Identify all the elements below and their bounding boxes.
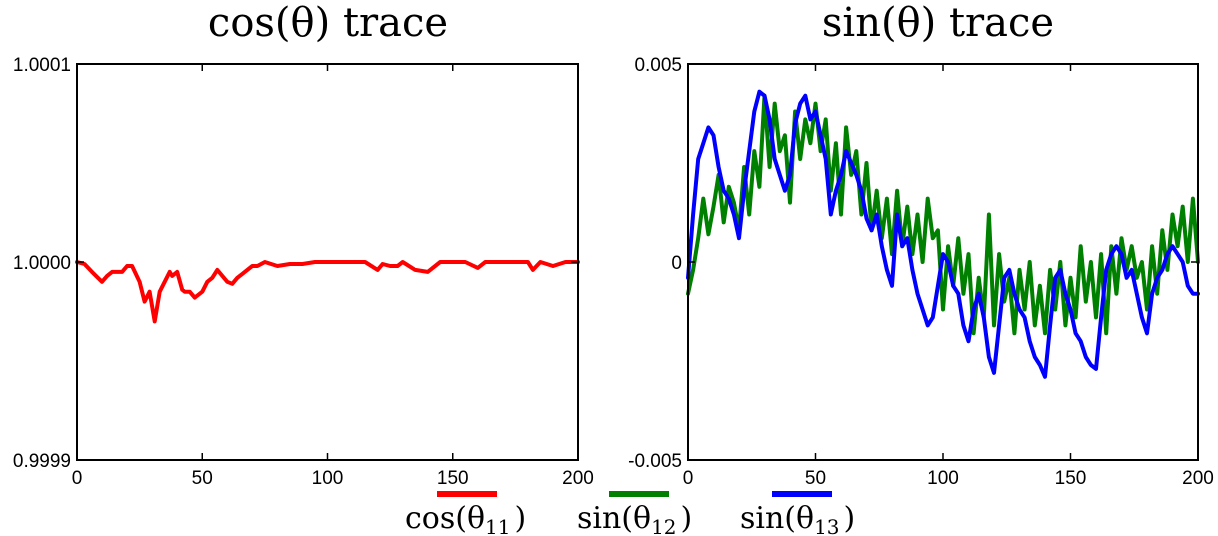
legend-label-close: ) [514, 501, 526, 536]
chart-title: sin(θ) trace [822, 0, 1054, 46]
legend-label-close: ) [681, 501, 693, 536]
x-tick-label: 200 [1182, 468, 1214, 489]
y-tick-label: 0.005 [634, 55, 682, 76]
series-line-2 [686, 89, 1200, 379]
legend-label: sin(θ13) [740, 501, 855, 536]
x-tick-label: 50 [805, 468, 826, 489]
legend-label-main: sin(θ [577, 501, 651, 536]
series-line-1 [686, 93, 1200, 336]
legend-label: cos(θ11) [405, 501, 526, 536]
legend-label: sin(θ12) [577, 501, 692, 536]
x-tick-label: 0 [683, 468, 694, 489]
y-axis-ticks: 0.9999 1.0000 1.0001 [13, 55, 578, 472]
y-tick-label: 1.0000 [13, 253, 71, 274]
y-tick-label: 0 [671, 253, 682, 274]
series-layer [686, 89, 1200, 379]
legend-label-subscript: 13 [814, 515, 839, 536]
x-tick-label: 0 [72, 468, 83, 489]
legend-label-main: sin(θ [740, 501, 814, 536]
x-tick-label: 200 [562, 468, 594, 489]
x-axis-ticks: 0 50 100 150 200 [683, 64, 1214, 489]
legend-label-main: cos(θ [405, 501, 485, 536]
y-axis-ticks: -0.005 0 0.005 [628, 55, 1198, 472]
x-tick-label: 150 [1055, 468, 1087, 489]
y-tick-label: 1.0001 [13, 55, 71, 76]
chart-title: cos(θ) trace [208, 0, 448, 46]
legend-label-subscript: 11 [485, 515, 510, 536]
y-tick-label: -0.005 [628, 451, 682, 472]
legend-label-subscript: 12 [651, 515, 676, 536]
legend: cos(θ11) sin(θ12) sin(θ13) [405, 491, 855, 536]
x-tick-label: 50 [192, 468, 213, 489]
legend-label-close: ) [844, 501, 856, 536]
series-layer [75, 260, 580, 324]
y-tick-label: 0.9999 [13, 451, 71, 472]
x-tick-label: 100 [312, 468, 344, 489]
x-tick-label: 100 [927, 468, 959, 489]
series-line-1 [75, 260, 580, 324]
cos-trace-chart: cos(θ) trace 0 50 100 150 200 0.9999 1.0000 1.… [13, 0, 594, 489]
x-axis-ticks: 0 50 100 150 200 [72, 64, 594, 489]
x-tick-label: 150 [437, 468, 469, 489]
